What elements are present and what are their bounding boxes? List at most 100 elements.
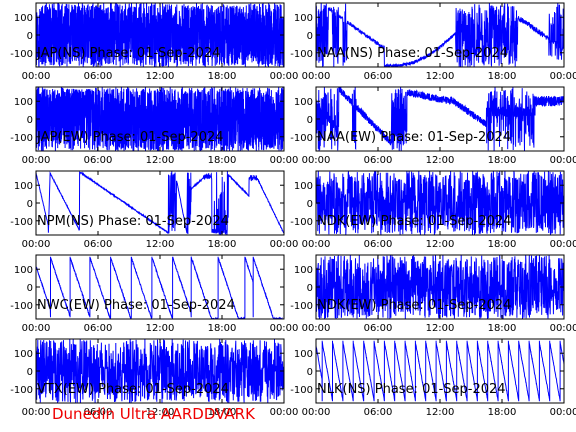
y-tick-label: 0 bbox=[27, 199, 33, 210]
chart-title: NPM(NS) Phase: 01-Sep-2024 bbox=[37, 214, 229, 229]
x-tick-label: 12:00 bbox=[426, 407, 455, 418]
phase-trace bbox=[316, 255, 564, 319]
y-tick-label: 100 bbox=[294, 97, 313, 108]
chart-title: VTX(EW) Phase: 01-Sep-2024 bbox=[37, 382, 229, 397]
y-tick-label: 100 bbox=[14, 97, 33, 108]
x-tick-label: 18:00 bbox=[208, 407, 237, 418]
phase-trace bbox=[316, 171, 564, 235]
x-tick-label: 06:00 bbox=[84, 71, 113, 82]
x-tick-label: 00:00 bbox=[550, 239, 576, 250]
chart-panel: 100 0 -100 00:00 06:00 12:00 18:00 00:00 NWC(EW)… bbox=[10, 254, 299, 334]
x-tick-label: 00:00 bbox=[270, 239, 299, 250]
chart-panel: 100 0 -100 00:00 06:00 12:00 18:00 00:00 NAA(EW)… bbox=[290, 86, 576, 166]
x-tick-label: 12:00 bbox=[146, 323, 175, 334]
x-tick-label: 18:00 bbox=[208, 71, 237, 82]
x-tick-label: 00:00 bbox=[22, 155, 51, 166]
x-tick-label: 06:00 bbox=[364, 155, 393, 166]
x-tick-label: 12:00 bbox=[426, 239, 455, 250]
chart-title: NAA(EW) Phase: 01-Sep-2024 bbox=[317, 130, 511, 145]
chart-title: JAP(NS) Phase: 01-Sep-2024 bbox=[36, 46, 220, 61]
x-tick-label: 18:00 bbox=[488, 71, 517, 82]
x-tick-label: 00:00 bbox=[302, 71, 331, 82]
chart-title: NWC(EW) Phase: 01-Sep-2024 bbox=[37, 298, 235, 313]
y-tick-label: 0 bbox=[307, 115, 313, 126]
y-tick-label: -100 bbox=[290, 301, 313, 312]
chart-panel: 100 0 -100 00:00 06:00 12:00 18:00 00:00 NDK(EW)… bbox=[290, 254, 576, 334]
y-tick-label: -100 bbox=[10, 49, 33, 60]
x-tick-label: 00:00 bbox=[22, 323, 51, 334]
chart-panel: 100 0 -100 00:00 06:00 12:00 18:00 00:00 NLK(NS)… bbox=[290, 338, 576, 418]
y-tick-label: -100 bbox=[290, 49, 313, 60]
chart-title: JAP(EW) Phase: 01-Sep-2024 bbox=[36, 130, 224, 145]
x-tick-label: 18:00 bbox=[208, 155, 237, 166]
y-tick-label: -100 bbox=[290, 217, 313, 228]
phase-trace bbox=[36, 87, 284, 151]
y-tick-label: -100 bbox=[10, 385, 33, 396]
x-tick-label: 00:00 bbox=[22, 239, 51, 250]
x-tick-label: 00:00 bbox=[550, 155, 576, 166]
x-tick-label: 06:00 bbox=[84, 323, 113, 334]
y-tick-label: -100 bbox=[290, 385, 313, 396]
y-tick-label: 0 bbox=[27, 31, 33, 42]
x-tick-label: 00:00 bbox=[22, 71, 51, 82]
x-tick-label: 06:00 bbox=[364, 71, 393, 82]
x-tick-label: 00:00 bbox=[270, 155, 299, 166]
x-tick-label: 00:00 bbox=[270, 71, 299, 82]
x-tick-label: 12:00 bbox=[426, 323, 455, 334]
chart-panel: 100 0 -100 00:00 06:00 12:00 18:00 00:00 JAP(NS)… bbox=[10, 2, 299, 82]
y-tick-label: 0 bbox=[307, 31, 313, 42]
x-tick-label: 12:00 bbox=[146, 155, 175, 166]
x-tick-label: 12:00 bbox=[146, 239, 175, 250]
x-tick-label: 00:00 bbox=[550, 71, 576, 82]
x-tick-label: 18:00 bbox=[488, 407, 517, 418]
chart-panel: 100 0 -100 00:00 06:00 12:00 18:00 00:00 NDK(EW)… bbox=[290, 170, 576, 250]
y-tick-label: 0 bbox=[307, 283, 313, 294]
x-tick-label: 06:00 bbox=[364, 239, 393, 250]
chart-title: NLK(NS) Phase: 01-Sep-2024 bbox=[317, 382, 506, 397]
chart-title: NDK(EW) Phase: 01-Sep-2024 bbox=[317, 298, 511, 313]
x-tick-label: 06:00 bbox=[84, 407, 113, 418]
y-tick-label: 100 bbox=[14, 265, 33, 276]
chart-panel: 100 0 -100 00:00 06:00 12:00 18:00 00:00 NAA(NS)… bbox=[290, 2, 576, 82]
y-tick-label: -100 bbox=[10, 217, 33, 228]
x-tick-label: 00:00 bbox=[270, 407, 299, 418]
y-tick-label: 100 bbox=[294, 181, 313, 192]
y-tick-label: 0 bbox=[307, 367, 313, 378]
x-tick-label: 00:00 bbox=[302, 407, 331, 418]
chart-title: NDK(EW) Phase: 01-Sep-2024 bbox=[317, 214, 511, 229]
y-tick-label: 100 bbox=[14, 349, 33, 360]
phase-trace bbox=[316, 340, 564, 402]
x-tick-label: 00:00 bbox=[550, 407, 576, 418]
x-tick-label: 00:00 bbox=[22, 407, 51, 418]
y-tick-label: -100 bbox=[290, 133, 313, 144]
x-tick-label: 00:00 bbox=[550, 323, 576, 334]
chart-title: NAA(NS) Phase: 01-Sep-2024 bbox=[317, 46, 508, 61]
x-tick-label: 06:00 bbox=[364, 323, 393, 334]
x-tick-label: 00:00 bbox=[270, 323, 299, 334]
x-tick-label: 18:00 bbox=[208, 323, 237, 334]
chart-panel: 100 0 -100 00:00 06:00 12:00 18:00 00:00 NPM(NS)… bbox=[10, 170, 299, 250]
phase-trace bbox=[316, 87, 564, 151]
chart-panel: 100 0 -100 00:00 06:00 12:00 18:00 00:00 JAP(EW)… bbox=[10, 86, 299, 166]
x-tick-label: 18:00 bbox=[488, 239, 517, 250]
y-tick-label: 100 bbox=[14, 13, 33, 24]
y-tick-label: 100 bbox=[14, 181, 33, 192]
x-tick-label: 00:00 bbox=[302, 155, 331, 166]
y-tick-label: 100 bbox=[294, 13, 313, 24]
x-tick-label: 12:00 bbox=[146, 71, 175, 82]
y-tick-label: -100 bbox=[10, 133, 33, 144]
phase-trace bbox=[316, 3, 564, 67]
y-tick-label: 0 bbox=[27, 283, 33, 294]
x-tick-label: 12:00 bbox=[426, 71, 455, 82]
y-tick-label: -100 bbox=[10, 301, 33, 312]
x-tick-label: 00:00 bbox=[302, 323, 331, 334]
phase-trace bbox=[36, 339, 284, 403]
y-tick-label: 0 bbox=[27, 115, 33, 126]
y-tick-label: 100 bbox=[294, 265, 313, 276]
chart-panel: 100 0 -100 00:00 06:00 12:00 18:00 00:00 VTX(EW)… bbox=[10, 338, 299, 418]
y-tick-label: 0 bbox=[307, 199, 313, 210]
x-tick-label: 12:00 bbox=[426, 155, 455, 166]
x-tick-label: 06:00 bbox=[84, 239, 113, 250]
x-tick-label: 18:00 bbox=[488, 155, 517, 166]
